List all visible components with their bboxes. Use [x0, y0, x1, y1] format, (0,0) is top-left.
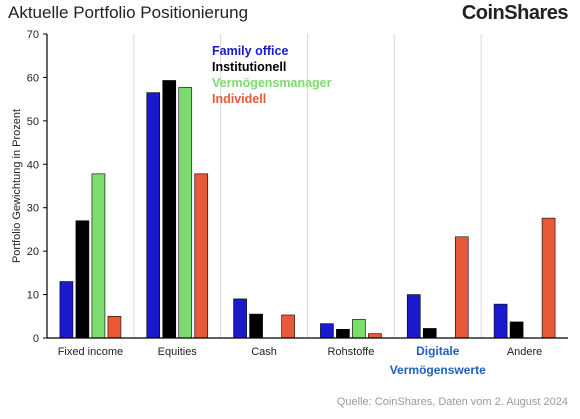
bars [59, 80, 556, 339]
y-tick-label: 70 [27, 29, 39, 41]
bar [422, 328, 437, 339]
legend-entry: Institutionell [212, 60, 286, 74]
bar [249, 313, 263, 339]
coinshares-logo: CoinShares [461, 2, 569, 24]
bar [336, 329, 350, 339]
x-tick-label: Digitale Vermögenswerte [390, 344, 486, 377]
axes [43, 33, 568, 339]
bar [320, 323, 334, 339]
gridlines [133, 34, 482, 338]
legend-entry: Vermögensmanager [212, 76, 332, 90]
y-tick-label: 40 [27, 159, 39, 171]
bar [406, 294, 421, 339]
source-note: Quelle: CoinShares, Daten vom 2. August … [336, 396, 568, 408]
y-tick-label: 50 [27, 116, 39, 128]
x-tick-label: Andere [507, 346, 542, 358]
y-tick-label: 20 [27, 246, 39, 258]
bar [368, 333, 382, 339]
bar [162, 80, 177, 339]
x-tick-label: Rohstoffe [327, 346, 374, 358]
bar [233, 298, 247, 339]
legend: Family office Institutionell Vermögensmana… [212, 44, 332, 106]
bar [178, 87, 193, 339]
x-tick-label: Equities [158, 346, 198, 358]
y-tick-label: 10 [27, 290, 39, 302]
legend-entry: Family office [212, 44, 288, 58]
bar [59, 281, 74, 339]
y-tick-label: 0 [33, 333, 39, 345]
y-tick-label: 60 [27, 72, 39, 84]
bar [509, 321, 524, 339]
y-axis-label: Portfolio Gewichtung in Prozent [11, 109, 23, 263]
chart-title: Aktuelle Portfolio Positionierung [8, 3, 249, 22]
bar [493, 303, 508, 339]
bar [454, 236, 469, 339]
x-tick-label: Cash [251, 346, 277, 358]
legend-entry: Individell [212, 92, 266, 106]
bar [194, 173, 209, 339]
bar [107, 315, 122, 339]
x-tick-label: Fixed income [58, 346, 123, 358]
bar [91, 173, 106, 339]
bar [146, 92, 161, 339]
bar [352, 319, 366, 339]
bar [281, 314, 295, 339]
bar [541, 217, 556, 339]
axis-labels: 0 10 20 30 40 50 60 70 Portfolio Gewichtung in P… [11, 29, 542, 377]
bar [75, 220, 90, 339]
y-tick-label: 30 [27, 203, 39, 215]
